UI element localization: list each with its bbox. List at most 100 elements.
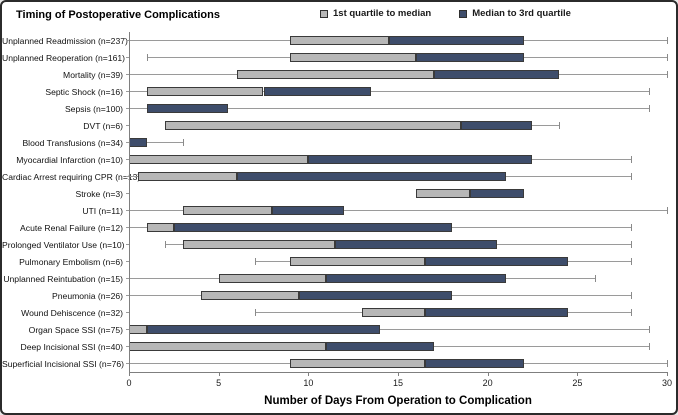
- y-axis-tick: [126, 363, 129, 364]
- bar-median-to-q3: [460, 121, 533, 130]
- y-axis-tick: [126, 295, 129, 296]
- whisker-cap-right: [631, 258, 633, 265]
- category-label: UTI (n=11): [82, 205, 123, 216]
- x-axis-tick: [577, 372, 579, 376]
- whisker-cap-right: [559, 122, 561, 129]
- whisker-line: [129, 108, 650, 109]
- whisker-line: [129, 142, 183, 143]
- bar-median-to-q3: [326, 274, 506, 283]
- y-axis-tick: [126, 346, 129, 347]
- x-axis-tick: [218, 372, 220, 376]
- category-label: Stroke (n=3): [75, 188, 123, 199]
- category-label: Cardiac Arrest requiring CPR (n=13): [2, 171, 141, 182]
- whisker-line: [129, 91, 650, 92]
- y-axis-tick: [126, 193, 129, 194]
- whisker-cap-right: [631, 241, 633, 248]
- bar-median-to-q3: [433, 70, 560, 79]
- y-axis-tick: [126, 278, 129, 279]
- bar-q1-to-median: [236, 70, 434, 79]
- x-axis-tick-label: 20: [482, 378, 493, 388]
- bar-median-to-q3: [469, 189, 524, 198]
- x-axis-tick: [398, 372, 399, 376]
- category-label: Myocardial Infarction (n=10): [16, 154, 123, 165]
- category-label: Deep Incisional SSI (n=40): [20, 341, 123, 352]
- y-axis-tick: [126, 261, 129, 262]
- whisker-cap-right: [649, 88, 651, 95]
- bar-q1-to-median: [129, 325, 147, 334]
- whisker-cap-right: [667, 54, 668, 61]
- bar-q1-to-median: [182, 206, 273, 215]
- legend-item-q1-median: 1st quartile to median: [320, 8, 431, 19]
- whisker-line: [129, 329, 650, 330]
- whisker-cap-right: [667, 207, 668, 214]
- y-axis-tick: [126, 74, 129, 75]
- bar-median-to-q3: [326, 342, 434, 351]
- whisker-cap-right: [667, 37, 668, 44]
- y-axis-tick: [126, 125, 129, 126]
- legend-item-median-q3: Median to 3rd quartile: [459, 8, 571, 19]
- category-label: Septic Shock (n=16): [45, 86, 123, 97]
- bar-median-to-q3: [424, 359, 524, 368]
- bar-q1-to-median: [362, 308, 425, 317]
- y-axis-tick: [126, 159, 129, 160]
- bar-q1-to-median: [200, 291, 300, 300]
- y-axis-tick: [126, 227, 129, 228]
- whisker-cap-left: [146, 54, 148, 61]
- whisker-cap-right: [595, 275, 597, 282]
- category-label: Acute Renal Failure (n=12): [20, 222, 123, 233]
- y-axis-tick: [126, 40, 129, 41]
- x-axis-tick-label: 5: [216, 378, 222, 388]
- bar-median-to-q3: [146, 325, 381, 334]
- bar-q1-to-median: [164, 121, 461, 130]
- y-axis-tick: [126, 108, 129, 109]
- whisker-cap-left: [254, 309, 256, 316]
- whisker-line: [129, 210, 667, 211]
- bar-median-to-q3: [146, 104, 228, 113]
- bar-q1-to-median: [129, 342, 327, 351]
- bar-median-to-q3: [129, 138, 147, 147]
- y-axis-tick: [126, 57, 129, 58]
- legend: 1st quartile to median Median to 3rd qua…: [320, 8, 571, 19]
- whisker-cap-right: [631, 156, 633, 163]
- category-label: Unplanned Reintubation (n=15): [3, 273, 123, 284]
- bar-median-to-q3: [389, 36, 524, 45]
- y-axis-tick: [126, 312, 129, 313]
- x-axis-title: Number of Days From Operation to Complic…: [264, 395, 532, 407]
- bar-median-to-q3: [335, 240, 497, 249]
- whisker-cap-right: [631, 173, 633, 180]
- x-axis-tick-label: 15: [392, 378, 403, 388]
- whisker-cap-right: [667, 71, 668, 78]
- category-label: Blood Transfusions (n=34): [22, 137, 123, 148]
- legend-swatch-q1-median-icon: [320, 9, 328, 18]
- whisker-cap-right: [649, 105, 651, 112]
- whisker-cap-right: [667, 360, 668, 367]
- whisker-cap-right: [182, 139, 184, 146]
- category-label: Superficial Incisional SSI (n=76): [2, 358, 125, 369]
- x-axis-tick: [487, 372, 489, 376]
- category-label: Unplanned Reoperation (n=161): [2, 52, 126, 63]
- y-axis-tick: [126, 244, 129, 245]
- category-label: Organ Space SSI (n=75): [28, 324, 123, 335]
- category-label: DVT (n=6): [83, 120, 123, 131]
- whisker-cap-right: [649, 343, 651, 350]
- bar-median-to-q3: [424, 308, 569, 317]
- x-axis-tick-label: 25: [572, 378, 583, 388]
- whisker-cap-right: [631, 224, 633, 231]
- chart-title: Timing of Postoperative Complications: [16, 9, 220, 21]
- y-axis-tick: [126, 91, 129, 92]
- bar-median-to-q3: [308, 155, 533, 164]
- category-label: Unplanned Readmission (n=237): [2, 35, 128, 46]
- legend-label-median-q3: Median to 3rd quartile: [472, 8, 571, 19]
- category-label: Sepsis (n=100): [64, 103, 123, 114]
- category-label: Pulmonary Embolism (n=6): [19, 256, 123, 267]
- category-label: Mortality (n=39): [63, 69, 123, 80]
- legend-swatch-median-q3-icon: [459, 9, 468, 18]
- x-axis-tick: [129, 372, 130, 376]
- category-label: Prolonged Ventilator Use (n=10): [2, 239, 125, 250]
- bar-q1-to-median: [146, 223, 174, 232]
- bar-median-to-q3: [236, 172, 506, 181]
- x-axis-tick-label: 0: [126, 378, 132, 388]
- x-axis-tick: [308, 372, 310, 376]
- y-axis-tick: [126, 329, 129, 330]
